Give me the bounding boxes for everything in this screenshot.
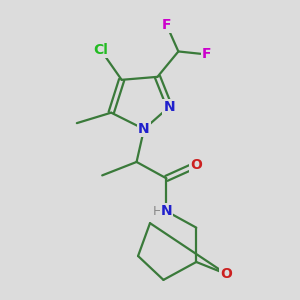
Text: Cl: Cl (93, 43, 108, 57)
Text: N: N (138, 122, 150, 136)
Text: N: N (160, 204, 172, 218)
Text: H: H (153, 205, 162, 218)
Text: F: F (162, 18, 171, 32)
Text: F: F (202, 47, 211, 61)
Text: N: N (164, 100, 175, 114)
Text: O: O (190, 158, 202, 172)
Text: O: O (220, 267, 232, 281)
